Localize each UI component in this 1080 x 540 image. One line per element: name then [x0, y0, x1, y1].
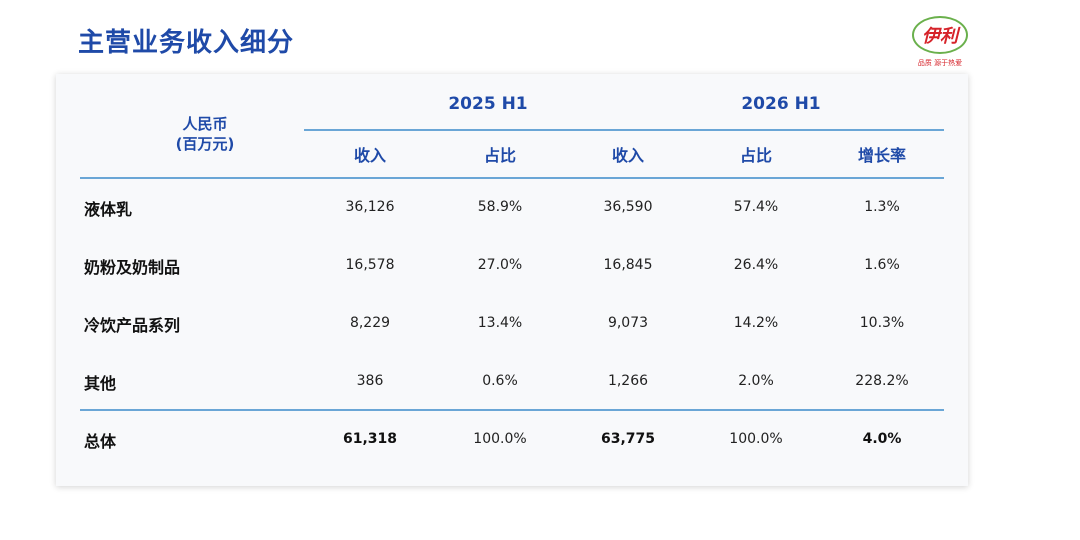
subheader-revenue-2025: 收入 — [353, 146, 386, 165]
table-cell: 228.2% — [855, 373, 909, 389]
subheader-revenue-2026: 收入 — [611, 146, 644, 165]
total-cell: 4.0% — [862, 431, 902, 447]
row-label-frozen-products: 冷饮产品系列 — [84, 316, 181, 335]
table-cell: 13.4% — [477, 315, 523, 331]
brand-logo: 伊利 品质 源于热爱 — [908, 14, 972, 70]
total-divider — [80, 409, 944, 411]
table-cell: 1.6% — [864, 257, 900, 273]
table-cell: 14.2% — [733, 315, 779, 331]
table-cell: 2.0% — [738, 373, 774, 389]
group-header-2025h1: 2025 H1 — [448, 94, 528, 114]
unit-currency: 人民币 — [182, 115, 228, 133]
table-cell: 58.9% — [477, 199, 523, 215]
table-cell: 57.4% — [733, 199, 779, 215]
total-cell: 63,775 — [600, 431, 656, 447]
table-cell: 9,073 — [607, 315, 649, 331]
total-cell: 100.0% — [473, 431, 527, 447]
table-cell: 386 — [356, 373, 384, 389]
page-title: 主营业务收入细分 — [78, 28, 295, 58]
revenue-table-panel: 人民币 (百万元) 2025 H1 2026 H1 收入 占比 收入 占比 增长… — [56, 74, 968, 486]
logo-badge: 伊利 — [912, 16, 968, 54]
logo-slogan: 品质 源于热爱 — [917, 59, 963, 67]
table-cell: 16,845 — [603, 257, 653, 273]
table-cell: 1.3% — [864, 199, 900, 215]
row-label-liquid-milk: 液体乳 — [84, 200, 133, 219]
group-header-2026h1: 2026 H1 — [741, 94, 821, 114]
subheader-growth-rate: 增长率 — [857, 146, 906, 165]
table-cell: 26.4% — [733, 257, 779, 273]
logo-brand-text: 伊利 — [922, 26, 958, 47]
table-cell: 1,266 — [607, 373, 649, 389]
table-cell: 10.3% — [859, 315, 905, 331]
subheader-share-2025: 占比 — [483, 146, 516, 165]
table-cell: 27.0% — [477, 257, 523, 273]
table-cell: 0.6% — [482, 373, 518, 389]
subheader-share-2026: 占比 — [739, 146, 772, 165]
header-divider — [304, 129, 944, 131]
row-label-total: 总体 — [84, 432, 117, 451]
table-cell: 16,578 — [345, 257, 395, 273]
unit-scale: (百万元) — [175, 135, 235, 153]
total-cell: 61,318 — [342, 431, 398, 447]
subheader-divider — [80, 177, 944, 179]
total-cell: 100.0% — [729, 431, 783, 447]
table-cell: 36,590 — [603, 199, 653, 215]
table-cell: 8,229 — [349, 315, 391, 331]
table-cell: 36,126 — [345, 199, 395, 215]
row-label-milk-powder: 奶粉及奶制品 — [84, 258, 181, 277]
unit-header: 人民币 (百万元) — [140, 114, 270, 154]
row-label-other: 其他 — [84, 374, 117, 393]
